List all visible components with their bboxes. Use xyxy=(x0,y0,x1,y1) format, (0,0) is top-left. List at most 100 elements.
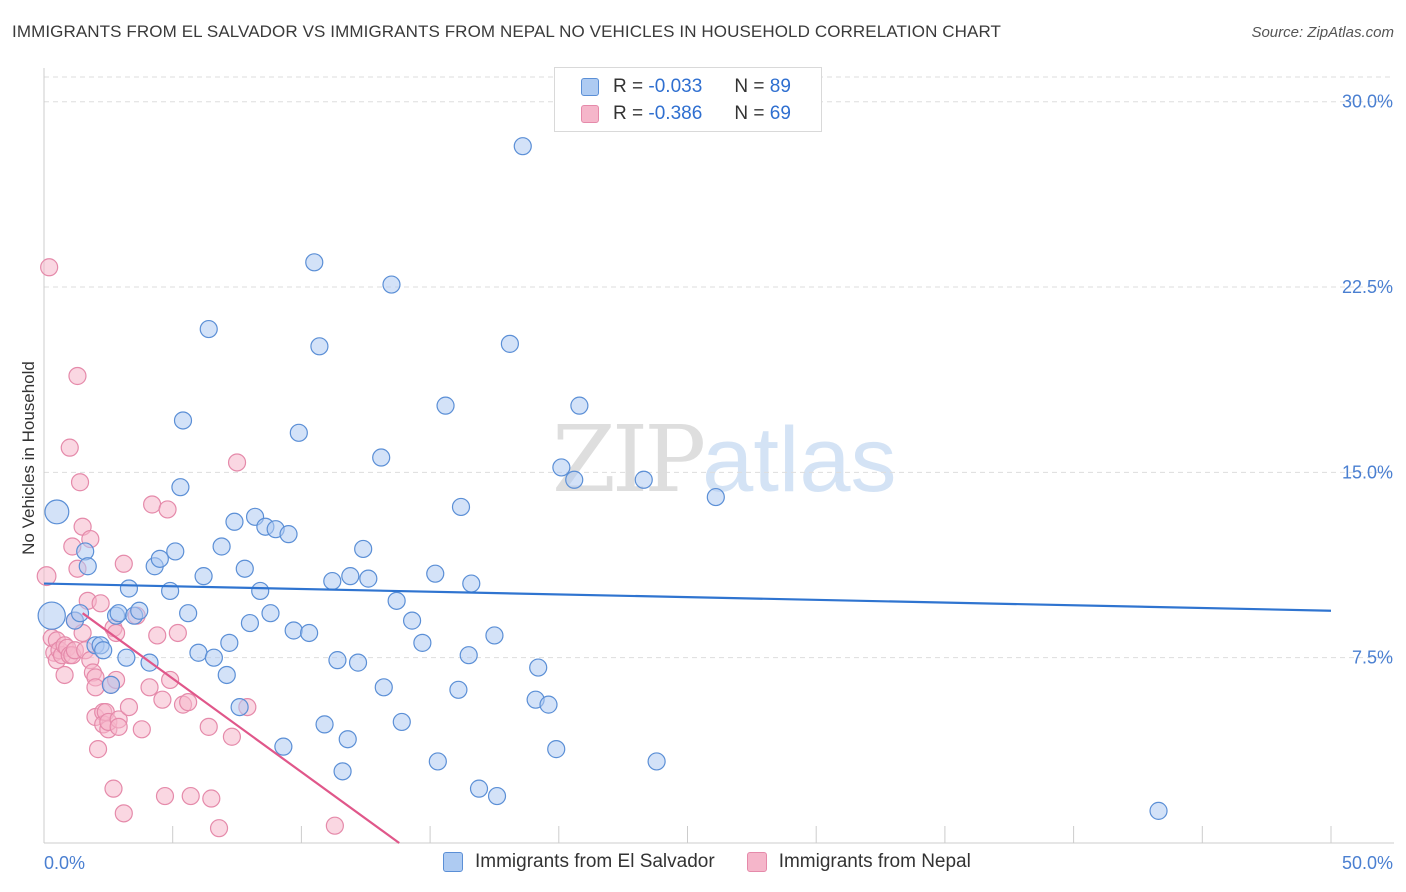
el-salvador-point xyxy=(315,715,334,734)
nepal-point xyxy=(140,678,159,697)
el-salvador-point xyxy=(235,559,254,578)
el-salvador-point xyxy=(338,730,357,749)
el-salvador-point xyxy=(382,275,401,294)
legend-r-label: R = xyxy=(613,103,644,124)
el-salvador-point xyxy=(372,448,391,467)
el-salvador-point xyxy=(305,253,324,272)
nepal-point xyxy=(114,554,133,573)
y-tick-label: 22.5% xyxy=(1342,277,1393,297)
y-axis-label: No Vehicles in Household xyxy=(19,361,38,555)
el-salvador-point xyxy=(1149,801,1168,820)
legend-swatch-nepal xyxy=(746,852,767,872)
nepal-point xyxy=(104,779,123,798)
watermark-atlas: atlas xyxy=(702,409,897,511)
el-salvador-points xyxy=(37,137,1168,820)
legend-label-el-salvador: Immigrants from El Salvador xyxy=(475,851,715,872)
nepal-point xyxy=(161,670,180,690)
chart-title: IMMIGRANTS FROM EL SALVADOR VS IMMIGRANT… xyxy=(12,22,1002,41)
nepal-point xyxy=(68,366,87,386)
el-salvador-point xyxy=(150,549,169,568)
el-salvador-point xyxy=(225,512,244,531)
nepal-point xyxy=(325,816,344,835)
watermark-zip: ZIP xyxy=(552,406,706,513)
el-salvador-point xyxy=(220,633,239,652)
el-salvador-point xyxy=(230,697,249,717)
nepal-point xyxy=(222,727,242,746)
legend-row-nepal: R = -0.386 N = 69 xyxy=(581,102,791,126)
el-salvador-point xyxy=(171,478,190,497)
el-salvador-point xyxy=(37,601,66,630)
y-tick-label: 7.5% xyxy=(1352,648,1393,668)
el-salvador-point xyxy=(374,678,393,697)
el-salvador-point xyxy=(426,564,445,583)
el-salvador-point xyxy=(333,762,352,781)
el-salvador-point xyxy=(387,591,406,610)
el-salvador-point xyxy=(130,601,149,620)
nepal-point xyxy=(70,473,90,492)
nepal-point xyxy=(179,693,198,712)
el-salvador-point xyxy=(217,665,236,685)
tick-labels: 7.5% 15.0% 22.5% 30.0% 0.0% 50.0% xyxy=(44,92,1393,873)
el-salvador-point xyxy=(284,621,303,640)
el-salvador-point xyxy=(261,604,280,623)
legend-label-nepal: Immigrants from Nepal xyxy=(778,851,971,872)
legend-swatch-el-salvador xyxy=(581,78,599,96)
el-salvador-point xyxy=(359,569,378,588)
trend-lines xyxy=(43,582,1332,844)
el-salvador-point xyxy=(634,470,653,489)
el-salvador-point xyxy=(70,604,90,623)
nepal-point xyxy=(88,740,108,759)
legend-swatch-el-salvador xyxy=(443,852,463,872)
nepal-point xyxy=(55,665,74,685)
el-salvador-point xyxy=(539,695,558,714)
legend-r-value: -0.033 xyxy=(648,76,703,97)
y-tick-label: 15.0% xyxy=(1342,462,1393,482)
nepal-point xyxy=(60,438,79,457)
nepal-point xyxy=(91,594,110,613)
watermark: ZIPatlas xyxy=(552,406,897,513)
el-salvador-point xyxy=(449,680,468,699)
nepal-point xyxy=(36,566,57,587)
el-salvador-point xyxy=(469,779,489,798)
legend-row-el-salvador: R = -0.033 N = 89 xyxy=(581,75,791,99)
el-salvador-point xyxy=(348,653,368,672)
legend-n-value: 69 xyxy=(769,103,791,124)
el-salvador-point xyxy=(76,542,95,561)
legend-item-nepal[interactable]: Immigrants from Nepal xyxy=(746,851,971,873)
nepal-point xyxy=(153,690,172,709)
legend-item-el-salvador[interactable]: Immigrants from El Salvador xyxy=(443,851,715,873)
el-salvador-point xyxy=(428,752,447,771)
el-salvador-point xyxy=(402,611,422,630)
legend-swatch-nepal xyxy=(581,105,599,123)
el-salvador-point xyxy=(413,633,432,652)
correlation-legend: R = -0.033 N = 89 R = -0.386 N = 69 xyxy=(554,67,822,132)
el-salvador-point xyxy=(117,648,136,667)
nepal-point xyxy=(168,623,187,643)
el-salvador-point xyxy=(485,626,504,645)
el-salvador-point xyxy=(513,137,532,156)
nepal-point xyxy=(143,495,162,514)
el-salvador-point xyxy=(565,470,584,489)
el-salvador-point xyxy=(459,646,478,665)
el-salvador-point xyxy=(392,712,411,732)
y-tick-label: 30.0% xyxy=(1342,92,1393,112)
el-salvador-point xyxy=(706,487,725,507)
legend-r-label: R = xyxy=(613,76,644,97)
nepal-point xyxy=(199,717,218,736)
el-salvador-point xyxy=(173,411,193,430)
nepal-point xyxy=(155,786,175,806)
el-salvador-point xyxy=(487,786,507,806)
el-salvador-point xyxy=(251,581,270,601)
el-salvador-point xyxy=(212,537,231,556)
el-salvador-point xyxy=(44,499,70,525)
nepal-point xyxy=(40,258,59,277)
el-salvador-point xyxy=(529,658,548,677)
el-salvador-point xyxy=(462,574,481,593)
nepal-point xyxy=(209,819,229,838)
el-salvador-point xyxy=(279,525,298,544)
el-salvador-point xyxy=(240,613,260,633)
source-label: Source: ZipAtlas.com xyxy=(1251,24,1394,41)
el-salvador-point xyxy=(119,579,139,598)
el-salvador-point xyxy=(500,334,519,353)
